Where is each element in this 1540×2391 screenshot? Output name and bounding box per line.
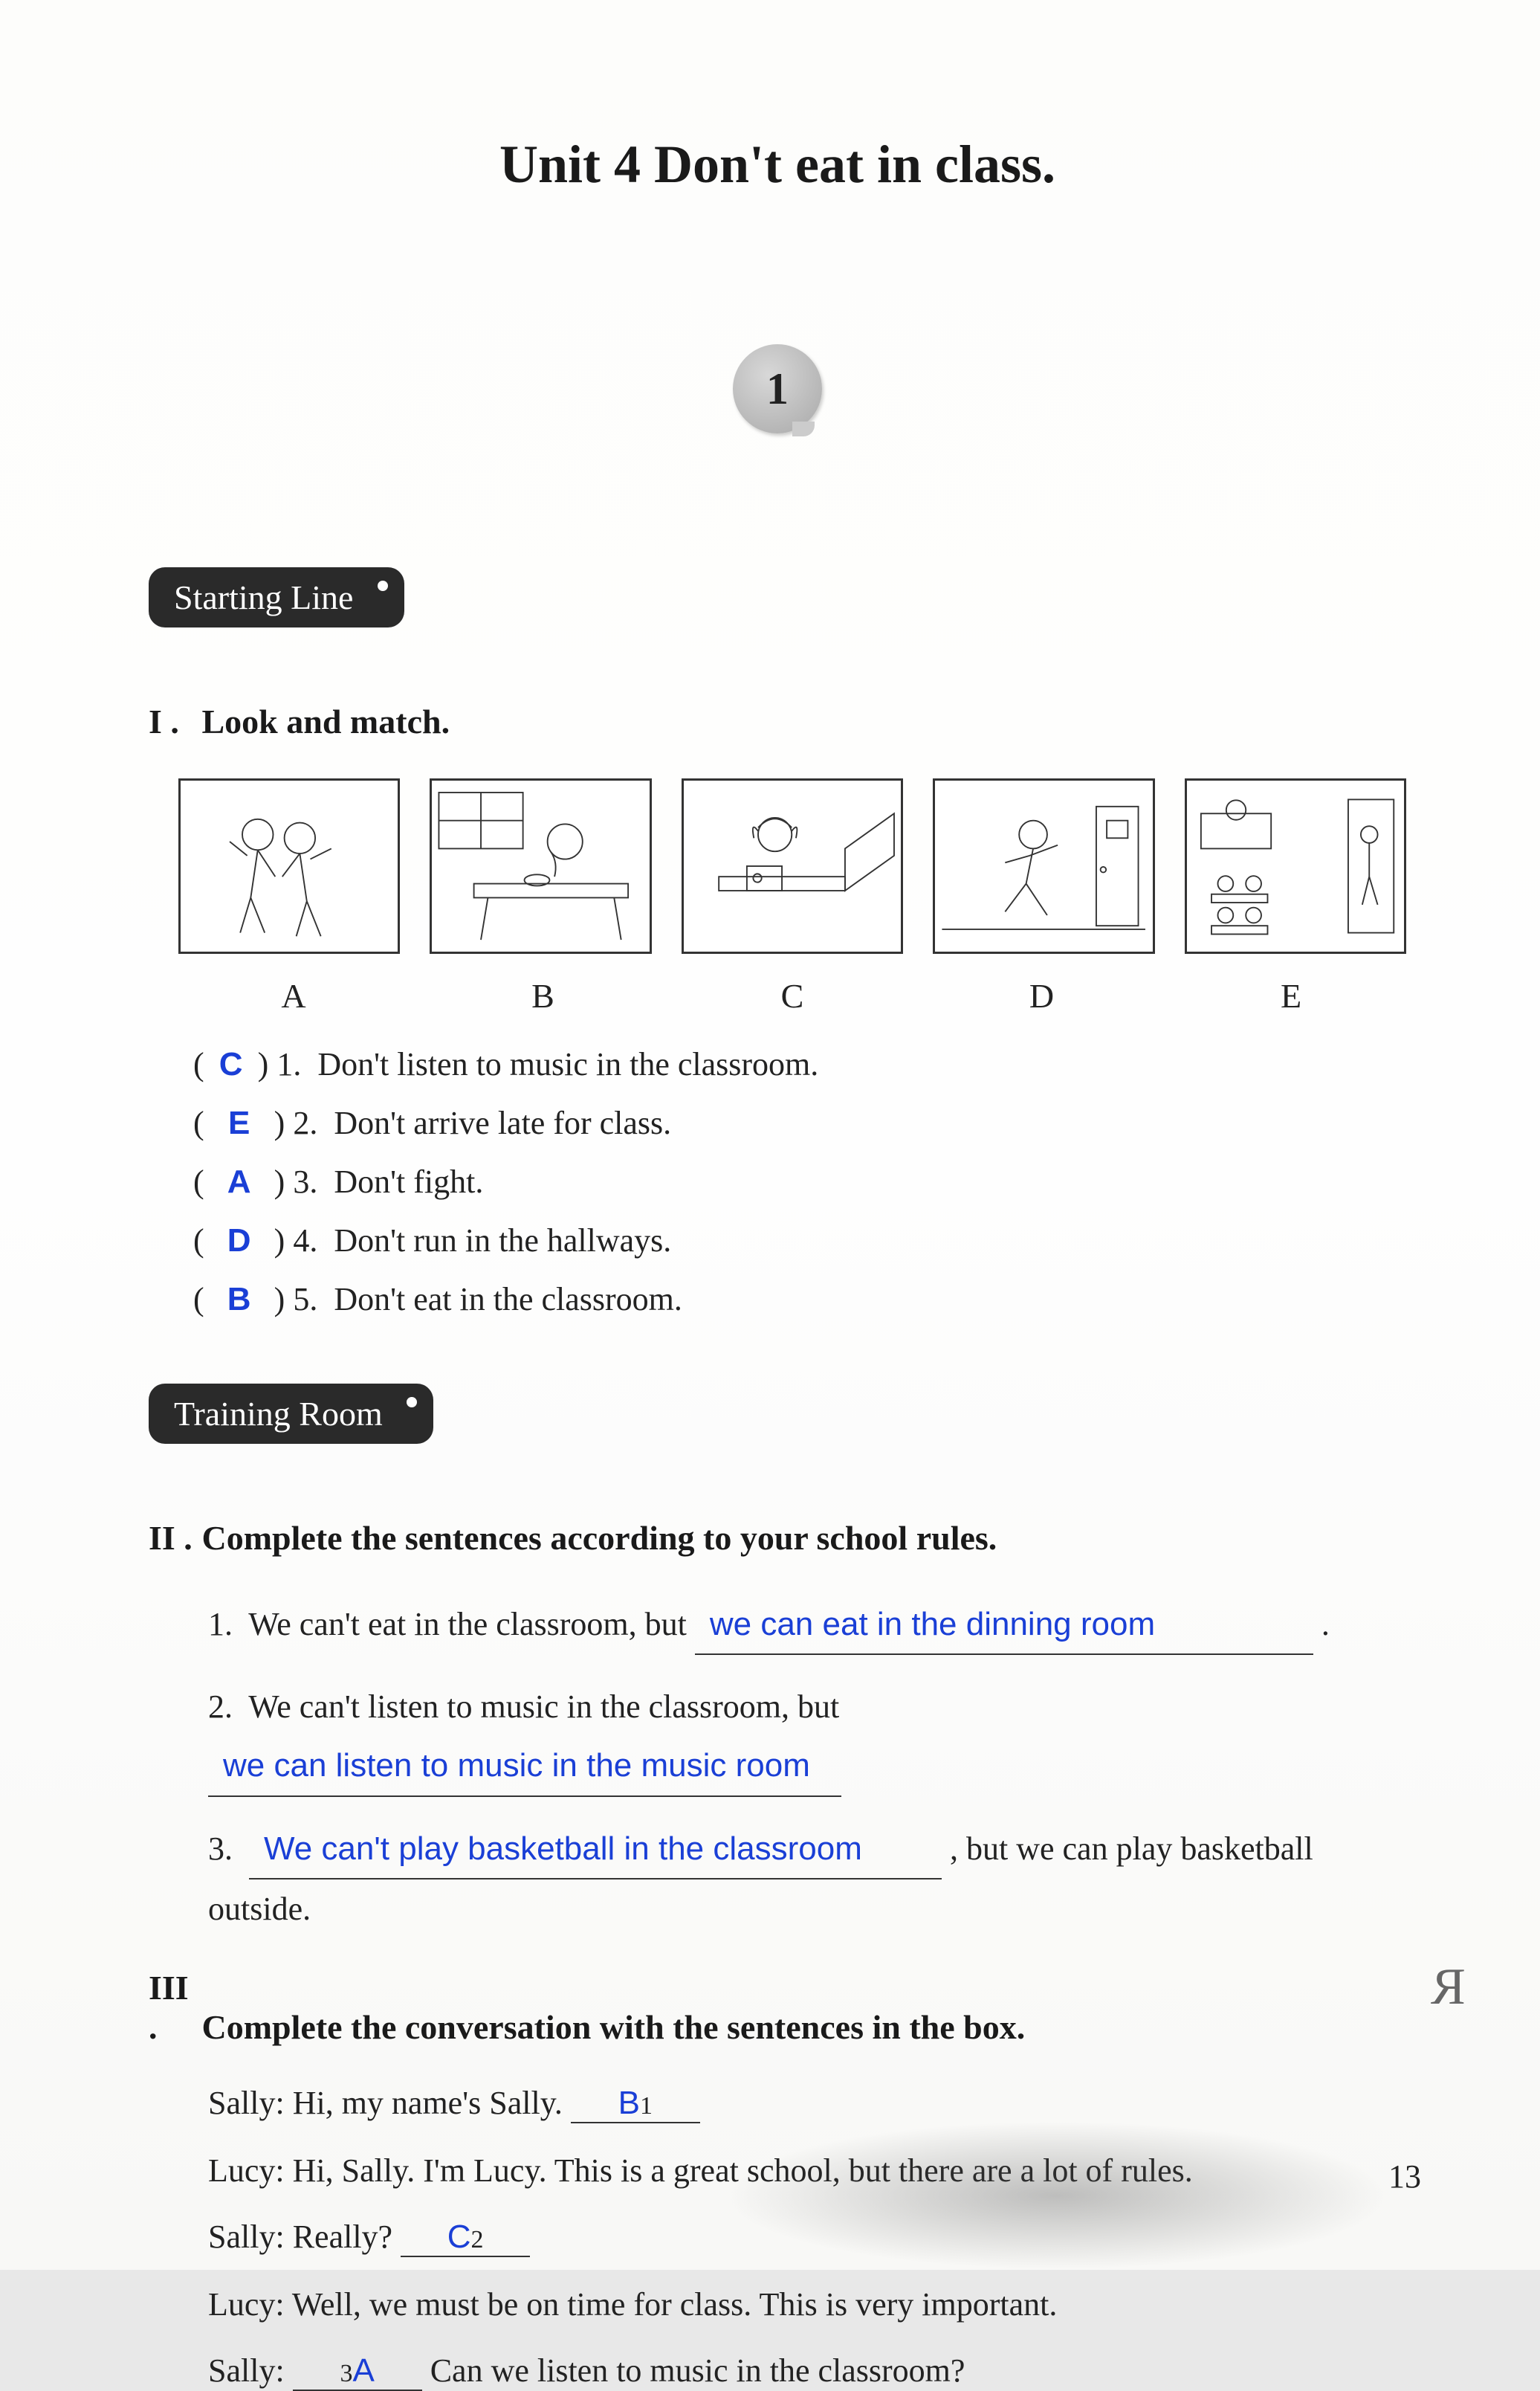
- num-1: 1.: [276, 1046, 301, 1082]
- text-5: Don't eat in the classroom.: [334, 1281, 682, 1317]
- match-item-4: ( D ) 4. Don't run in the hallways.: [193, 1222, 1406, 1259]
- text-2: Don't arrive late for class.: [334, 1105, 671, 1141]
- c1-speaker: Sally:: [208, 2085, 285, 2121]
- unit-title: Unit 4 Don't eat in class.: [149, 134, 1406, 196]
- exercise-1-heading: I . Look and match.: [149, 702, 1406, 741]
- ex1-title: Look and match.: [202, 703, 450, 740]
- roman-3: III .: [149, 1968, 193, 2047]
- c4-speaker: Lucy:: [208, 2286, 285, 2323]
- image-row: [178, 778, 1406, 954]
- sentence-2: 2. We can't listen to music in the class…: [208, 1677, 1406, 1796]
- day-number: 1: [766, 364, 789, 415]
- c5-blank[interactable]: 3A: [293, 2352, 422, 2391]
- s2-pre: We can't listen to music in the classroo…: [248, 1688, 839, 1725]
- roman-1: I .: [149, 702, 193, 741]
- label-a: A: [178, 976, 409, 1016]
- exercise-2-heading: II . Complete the sentences according to…: [149, 1518, 1406, 1558]
- ex3-title: Complete the conversation with the sente…: [202, 2008, 1026, 2046]
- c5-post: Can we listen to music in the classroom?: [430, 2352, 965, 2389]
- sentence-3: 3. We can't play basketball in the class…: [208, 1819, 1406, 1938]
- s3-num: 3.: [208, 1830, 233, 1867]
- exercise-3-heading: III . Complete the conversation with the…: [149, 1968, 1406, 2047]
- img-d-run: [933, 778, 1154, 954]
- image-labels: A B C D E: [178, 976, 1406, 1016]
- match-list: ( C ) 1. Don't listen to music in the cl…: [193, 1045, 1406, 1318]
- s2-num: 2.: [208, 1688, 233, 1725]
- num-5: 5.: [293, 1281, 317, 1317]
- conv-line-1: Sally: Hi, my name's Sally. B1: [208, 2084, 1406, 2123]
- match-item-2: ( E ) 2. Don't arrive late for class.: [193, 1104, 1406, 1142]
- c3-speaker: Sally:: [208, 2219, 285, 2255]
- s1-post: .: [1321, 1606, 1330, 1642]
- conv-line-4: Lucy: Well, we must be on time for class…: [208, 2285, 1406, 2323]
- img-c-music: [682, 778, 903, 954]
- s1-num: 1.: [208, 1606, 233, 1642]
- conv-line-5: Sally: 3A Can we listen to music in the …: [208, 2352, 1406, 2391]
- img-a-fight: [178, 778, 400, 954]
- answer-5[interactable]: B: [221, 1281, 258, 1318]
- sentence-list: 1. We can't eat in the classroom, but we…: [208, 1595, 1406, 1938]
- sentence-1: 1. We can't eat in the classroom, but we…: [208, 1595, 1406, 1655]
- match-item-3: ( A ) 3. Don't fight.: [193, 1163, 1406, 1201]
- c3-blank[interactable]: C2: [401, 2219, 530, 2257]
- c3-pre: Really?: [293, 2219, 401, 2255]
- c1-blank[interactable]: B1: [571, 2085, 700, 2123]
- label-d: D: [927, 976, 1157, 1016]
- label-b: B: [428, 976, 659, 1016]
- match-item-5: ( B ) 5. Don't eat in the classroom.: [193, 1280, 1406, 1318]
- s3-blank[interactable]: We can't play basketball in the classroo…: [249, 1819, 942, 1879]
- num-3: 3.: [293, 1164, 317, 1200]
- c1-pre: Hi, my name's Sally.: [293, 2085, 571, 2121]
- scan-shadow: [722, 2121, 1391, 2270]
- c5-speaker: Sally:: [208, 2352, 285, 2389]
- s1-blank[interactable]: we can eat in the dinning room: [695, 1595, 1313, 1655]
- num-2: 2.: [293, 1105, 317, 1141]
- match-item-1: ( C ) 1. Don't listen to music in the cl…: [193, 1045, 1406, 1083]
- roman-2: II .: [149, 1518, 193, 1558]
- section-starting-line: Starting Line: [149, 567, 404, 627]
- label-c: C: [677, 976, 908, 1016]
- s2-blank[interactable]: we can listen to music in the music room: [208, 1736, 841, 1796]
- section-training-room: Training Room: [149, 1384, 433, 1444]
- text-3: Don't fight.: [334, 1164, 483, 1200]
- training-room-label: Training Room: [174, 1395, 383, 1433]
- page-number: 13: [1388, 2158, 1421, 2195]
- img-b-eat: [430, 778, 651, 954]
- c4-pre: Well, we must be on time for class. This…: [292, 2286, 1057, 2323]
- num-4: 4.: [293, 1222, 317, 1259]
- answer-3[interactable]: A: [221, 1164, 258, 1201]
- day-badge: 1: [733, 344, 822, 433]
- starting-line-label: Starting Line: [174, 578, 353, 616]
- img-e-late: [1185, 778, 1406, 954]
- corner-decoration: R: [1431, 1958, 1466, 2017]
- worksheet-page: Unit 4 Don't eat in class. 1 Starting Li…: [0, 0, 1540, 2270]
- ex2-title: Complete the sentences according to your…: [202, 1519, 997, 1557]
- answer-4[interactable]: D: [221, 1222, 258, 1259]
- s1-pre: We can't eat in the classroom, but: [248, 1606, 695, 1642]
- text-4: Don't run in the hallways.: [334, 1222, 671, 1259]
- text-1: Don't listen to music in the classroom.: [317, 1046, 818, 1082]
- c2-speaker: Lucy:: [208, 2152, 285, 2189]
- answer-1[interactable]: C: [213, 1046, 250, 1083]
- label-e: E: [1176, 976, 1406, 1016]
- answer-2[interactable]: E: [221, 1105, 258, 1142]
